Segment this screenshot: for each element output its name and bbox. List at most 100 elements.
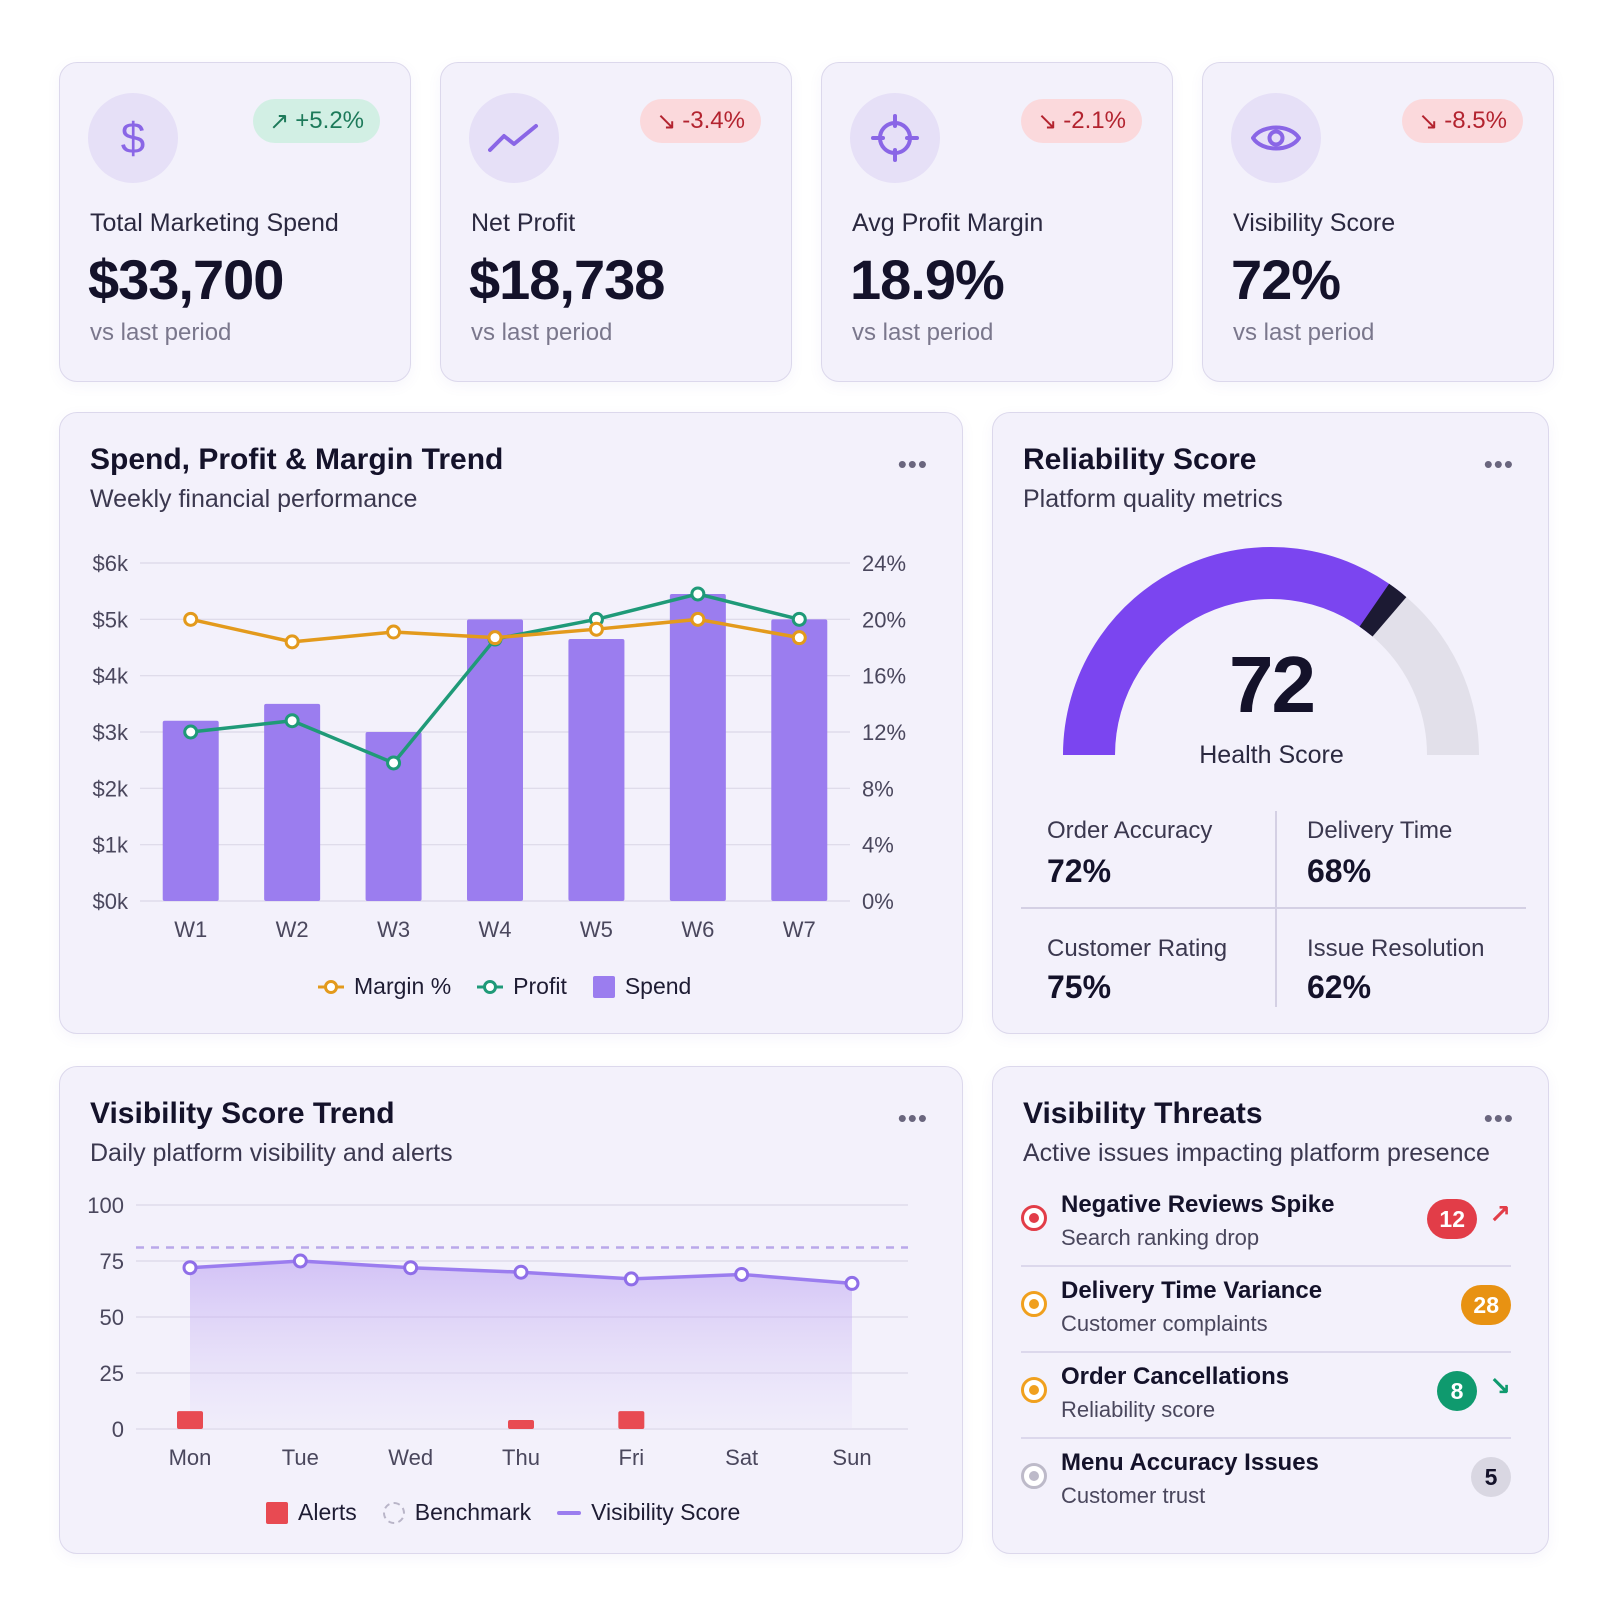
threat-item[interactable]: Order Cancellations Reliability score 8 ↘: [1021, 1363, 1511, 1449]
spend-profit-margin-card: Spend, Profit & Margin Trend Weekly fina…: [59, 412, 963, 1034]
threat-count-badge: 5: [1471, 1457, 1511, 1497]
x-tick-label: Thu: [502, 1445, 540, 1470]
x-tick-label: W5: [580, 917, 613, 942]
kpi-value: 72%: [1231, 248, 1341, 311]
y-tick-label-left: $6k: [93, 551, 129, 576]
y-tick-label: 25: [100, 1361, 124, 1386]
y-tick-label: 50: [100, 1305, 124, 1330]
arrow-down-right-icon: ↘: [656, 107, 677, 135]
threat-item[interactable]: Negative Reviews Spike Search ranking dro…: [1021, 1191, 1511, 1277]
y-tick-label-right: 12%: [862, 720, 906, 745]
visibility-point: [844, 1275, 860, 1291]
x-tick-label: Fri: [619, 1445, 645, 1470]
spend-bar: [771, 619, 828, 901]
x-tick-label: Sun: [832, 1445, 871, 1470]
metric-value-issue-resolution: 62%: [1307, 969, 1372, 1005]
card-subtitle: Platform quality metrics: [1023, 485, 1283, 513]
threat-count-badge: 12: [1427, 1199, 1477, 1239]
delta-badge: ↗ +5.2%: [253, 99, 380, 143]
metric-label-delivery-time: Delivery Time: [1307, 817, 1453, 844]
threat-item[interactable]: Delivery Time Variance Customer complaint…: [1021, 1277, 1511, 1363]
profit-point: [386, 755, 402, 771]
more-options-button[interactable]: •••: [1483, 449, 1514, 479]
threat-subtitle: Search ranking drop: [1061, 1225, 1260, 1250]
kpi-label: Avg Profit Margin: [852, 209, 1044, 237]
y-tick-label-right: 24%: [862, 551, 906, 576]
visibility-point: [513, 1264, 529, 1280]
visibility-point: [292, 1253, 308, 1269]
metric-value-customer-rating: 75%: [1047, 969, 1112, 1005]
alert-bar: [177, 1411, 203, 1429]
kpi-card-net-profit: ↘ -3.4% Net Profit $18,738 vs last period: [440, 62, 792, 382]
visibility-threats-card: Visibility Threats Active issues impacti…: [992, 1066, 1549, 1554]
margin-point: [588, 621, 604, 637]
margin-point: [386, 624, 402, 640]
spend-bar: [669, 593, 726, 901]
gauge-fill: [1063, 547, 1404, 756]
metric-label-customer-rating: Customer Rating: [1047, 935, 1228, 962]
threat-title: Menu Accuracy Issues: [1061, 1449, 1319, 1476]
margin-point: [690, 611, 706, 627]
x-tick-label: W2: [276, 917, 309, 942]
x-tick-label: W3: [377, 917, 410, 942]
delta-badge: ↘ -2.1%: [1021, 99, 1142, 143]
threat-subtitle: Customer trust: [1061, 1483, 1206, 1508]
threat-item[interactable]: Menu Accuracy Issues Customer trust 5: [1021, 1449, 1511, 1535]
alert-bar: [618, 1411, 645, 1429]
y-tick-label-right: 20%: [862, 607, 906, 632]
health-score-gauge: [1063, 547, 1479, 756]
legend-margin: Margin %: [318, 973, 451, 1000]
spend-profit-margin-chart: $0k $1k $2k $3k $4k $5k $6k 0% 4% 8% 12% 16% 20% 24% W…: [93, 551, 907, 942]
y-tick-label-left: $4k: [93, 664, 129, 689]
spend-bar: [467, 619, 523, 901]
y-tick-label-right: 16%: [862, 664, 906, 689]
threat-title: Order Cancellations: [1061, 1363, 1290, 1390]
spend-bar: [568, 639, 625, 901]
x-tick-label: W4: [479, 917, 512, 942]
kpi-card-visibility-score: ↘ -8.5% Visibility Score 72% vs last peri…: [1202, 62, 1554, 382]
y-tick-label: 75: [100, 1249, 124, 1274]
y-tick-label-left: $2k: [93, 776, 129, 801]
delta-badge: ↘ -3.4%: [640, 99, 761, 143]
threat-count-badge: 28: [1461, 1285, 1511, 1325]
card-title: Visibility Score Trend: [90, 1097, 395, 1130]
visibility-score-chart: 0 25 50 75 100 Mon Tue Wed Thu Fri Sat Sun: [87, 1193, 908, 1470]
legend-alerts: Alerts: [266, 1499, 357, 1526]
eye-icon: [1231, 93, 1321, 183]
kpi-label: Visibility Score: [1233, 209, 1396, 237]
x-tick-label: W6: [681, 917, 714, 942]
status-dot-icon: [1021, 1205, 1047, 1231]
metrics-divider-vertical: [1275, 811, 1277, 1007]
profit-point: [690, 586, 706, 602]
arrow-down-right-icon: ↘: [1418, 107, 1439, 135]
legend-profit: Profit: [477, 973, 567, 1000]
status-dot-icon: [1021, 1291, 1047, 1317]
kpi-value: 18.9%: [850, 248, 1005, 311]
more-options-button[interactable]: •••: [1483, 1103, 1514, 1133]
delta-badge: ↘ -8.5%: [1402, 99, 1523, 143]
x-tick-label: Wed: [388, 1445, 433, 1470]
x-tick-label: W1: [174, 917, 207, 942]
more-options-button[interactable]: •••: [897, 449, 928, 479]
metric-label-order-accuracy: Order Accuracy: [1047, 817, 1213, 844]
arrow-down-right-icon: ↘: [1037, 107, 1058, 135]
legend-spend: Spend: [592, 973, 691, 1000]
y-tick-label-left: $3k: [93, 720, 129, 745]
y-tick-label-left: $5k: [93, 607, 129, 632]
status-dot-icon: [1021, 1463, 1047, 1489]
legend-benchmark: Benchmark: [382, 1499, 531, 1526]
margin-point: [284, 634, 300, 650]
card-title: Visibility Threats: [1023, 1097, 1263, 1130]
dollar-icon: $: [88, 93, 178, 183]
alert-bar: [508, 1420, 534, 1429]
card-subtitle: Weekly financial performance: [90, 485, 418, 513]
more-options-button[interactable]: •••: [897, 1103, 928, 1133]
kpi-subtext: vs last period: [471, 319, 613, 346]
kpi-value: $33,700: [88, 248, 284, 311]
threat-divider: [1021, 1351, 1511, 1353]
legend-visibility-score: Visibility Score: [557, 1499, 740, 1526]
arrow-down-right-icon: ↘: [1489, 1371, 1511, 1401]
kpi-subtext: vs last period: [1233, 319, 1375, 346]
arrow-up-right-icon: ↗: [269, 107, 290, 135]
visibility-point: [623, 1271, 639, 1287]
